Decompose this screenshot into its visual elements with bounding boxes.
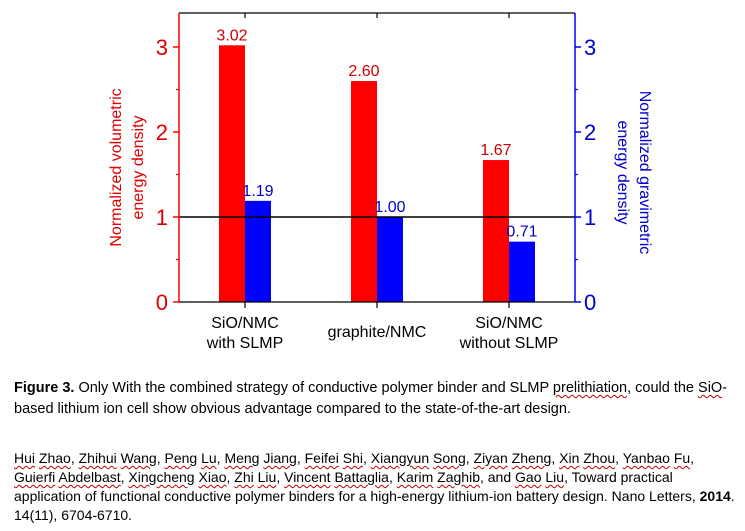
- left-axis-title-line: Normalized volumetric: [108, 88, 125, 246]
- author-last-name: Abdelbast: [58, 469, 121, 485]
- gravimetric-bar: [245, 200, 271, 302]
- author-first-name: Feifei: [304, 450, 339, 466]
- left-tick-label: 1: [156, 205, 168, 230]
- gravimetric-bar: [377, 217, 403, 302]
- author-first-name: Meng: [224, 450, 260, 466]
- author-first-name: Vincent: [284, 469, 331, 485]
- author-last-name: Zheng: [511, 450, 552, 466]
- caption-text-3: -based lithium ion cell show obvious adv…: [14, 380, 728, 417]
- author-first-name: Yanbao: [622, 450, 670, 466]
- caption-text-2: , could the: [627, 380, 699, 396]
- author-last-name: Zhou: [583, 450, 616, 466]
- author-first-name: Zhihui: [78, 450, 117, 466]
- author-first-name: Zhi: [234, 469, 254, 485]
- figure-caption: Figure 3. Only With the combined strateg…: [14, 378, 734, 420]
- left-tick-label: 3: [156, 35, 168, 60]
- author-last-name: Xiao: [198, 469, 227, 485]
- category-label: SiO/NMC: [475, 315, 543, 332]
- data-label: 0.71: [506, 224, 537, 241]
- author-first-name: Guierfi: [14, 469, 56, 485]
- author-last-name: Fu: [673, 450, 691, 466]
- citation-and: and: [487, 469, 512, 485]
- volumetric-bar: [351, 81, 377, 302]
- caption-label: Figure 3.: [14, 380, 75, 396]
- right-axis-title-line: Normalized gravimetric: [636, 91, 653, 255]
- data-label: 1.67: [480, 142, 511, 159]
- right-tick-label: 1: [584, 205, 596, 230]
- data-label: 1.00: [374, 199, 405, 216]
- author-first-name: Ziyan: [473, 450, 508, 466]
- category-label: without SLMP: [459, 335, 559, 352]
- left-tick-label: 2: [156, 120, 168, 145]
- author-first-name: Xin: [559, 450, 580, 466]
- axes-group: 0 0 1 1 2 2 3 3 SiO/NMC with SLMP graphite/NMC SiO/…: [108, 13, 653, 352]
- author-first-name: Hui: [14, 450, 36, 466]
- gravimetric-bar: [509, 241, 535, 302]
- author-first-name: Karim: [396, 469, 434, 485]
- left-axis-title: Normalized volumetric energy density: [108, 88, 147, 246]
- left-axis-title-line: energy density: [130, 115, 147, 219]
- caption-word-prelithiation: prelithiation: [552, 380, 628, 396]
- right-axis-title-line: energy density: [614, 120, 631, 224]
- volumetric-bar: [219, 45, 245, 303]
- category-label: SiO/NMC: [211, 315, 279, 332]
- author-last-name: Song: [433, 450, 466, 466]
- author-first-name: Xingcheng: [128, 469, 195, 485]
- author-last-name: Lu: [201, 450, 217, 466]
- category-label: graphite/NMC: [328, 324, 427, 341]
- labels-group: 3.02 2.60 1.67 1.19 1.00 0.71: [216, 27, 537, 240]
- bar-chart: 0 0 1 1 2 2 3 3 SiO/NMC with SLMP graphite/NMC SiO/…: [108, 12, 653, 352]
- right-tick-label: 2: [584, 120, 596, 145]
- right-tick-label: 0: [584, 290, 596, 315]
- bars-group: [219, 45, 535, 303]
- caption-text-1: Only With the combined strategy of condu…: [74, 380, 553, 396]
- author-last-name: Shi: [342, 450, 363, 466]
- left-tick-label: 0: [156, 290, 168, 315]
- author-first-name: Gao: [515, 469, 542, 485]
- citation-last-author: Gao Liu: [515, 469, 564, 485]
- author-first-name: Xiangyun: [370, 450, 430, 466]
- author-last-name: Liu: [257, 469, 277, 485]
- caption-word-sio: SiO: [698, 380, 723, 396]
- data-label: 3.02: [216, 27, 247, 44]
- author-first-name: Peng: [164, 450, 198, 466]
- citation-authors: Hui Zhao, Zhihui Wang, Peng Lu, Meng Jia…: [14, 450, 695, 485]
- author-last-name: Liu: [545, 469, 565, 485]
- citation-title: Toward practical application of function…: [14, 469, 673, 504]
- author-last-name: Battaglia: [334, 469, 389, 485]
- citation-journal: Nano Letters,: [611, 488, 696, 504]
- volumetric-bar: [483, 160, 509, 302]
- author-last-name: Zhao: [38, 450, 71, 466]
- citation-year: 2014: [699, 488, 731, 504]
- citation: Hui Zhao, Zhihui Wang, Peng Lu, Meng Jia…: [14, 450, 735, 523]
- author-last-name: Jiang: [263, 450, 297, 466]
- category-label: with SLMP: [206, 335, 283, 352]
- data-label: 2.60: [348, 63, 379, 80]
- right-tick-label: 3: [584, 35, 596, 60]
- author-last-name: Zaghib: [437, 469, 480, 485]
- data-label: 1.19: [242, 183, 273, 200]
- author-last-name: Wang: [120, 450, 157, 466]
- right-axis-title: Normalized gravimetric energy density: [614, 91, 653, 255]
- citation-details: . 14(11), 6704-6710.: [14, 488, 735, 523]
